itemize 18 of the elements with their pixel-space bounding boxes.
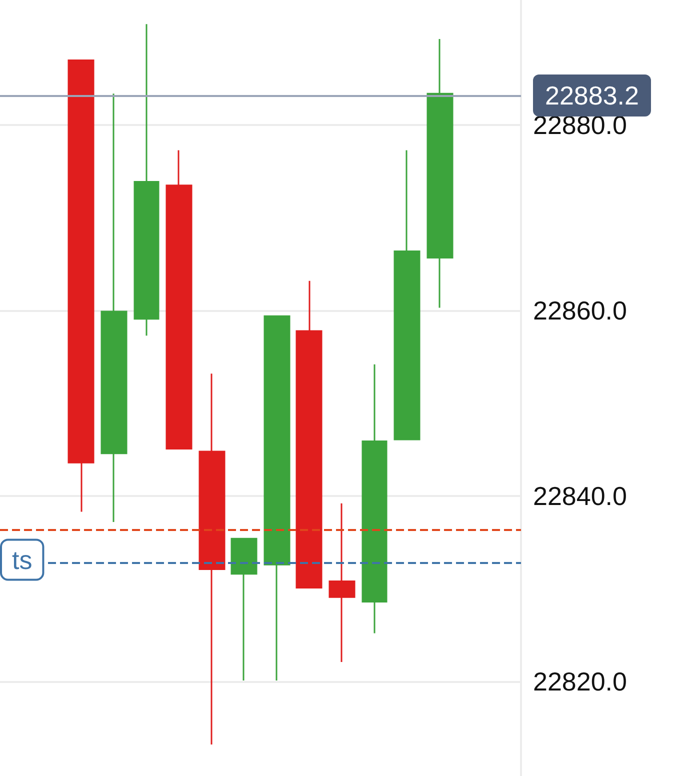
candlestick xyxy=(100,92,128,523)
candlestick xyxy=(362,364,388,634)
candlestick xyxy=(264,315,290,682)
candlestick xyxy=(134,23,160,336)
candlestick xyxy=(198,372,226,746)
ref-line-label: 22883.2 xyxy=(545,80,639,110)
candlestick xyxy=(426,38,454,309)
y-tick-label: 22840.0 xyxy=(533,481,627,512)
candlestick xyxy=(296,280,322,589)
candlestick xyxy=(68,60,94,513)
candlestick xyxy=(166,149,192,450)
y-tick-label: 22860.0 xyxy=(533,296,627,326)
candlestick xyxy=(328,502,356,663)
candlestick xyxy=(230,538,258,682)
ref-line-label: ts xyxy=(12,544,32,575)
y-tick-label: 22820.0 xyxy=(533,666,627,696)
y-tick-label: 22880.0 xyxy=(533,110,627,140)
candlestick xyxy=(394,149,420,440)
